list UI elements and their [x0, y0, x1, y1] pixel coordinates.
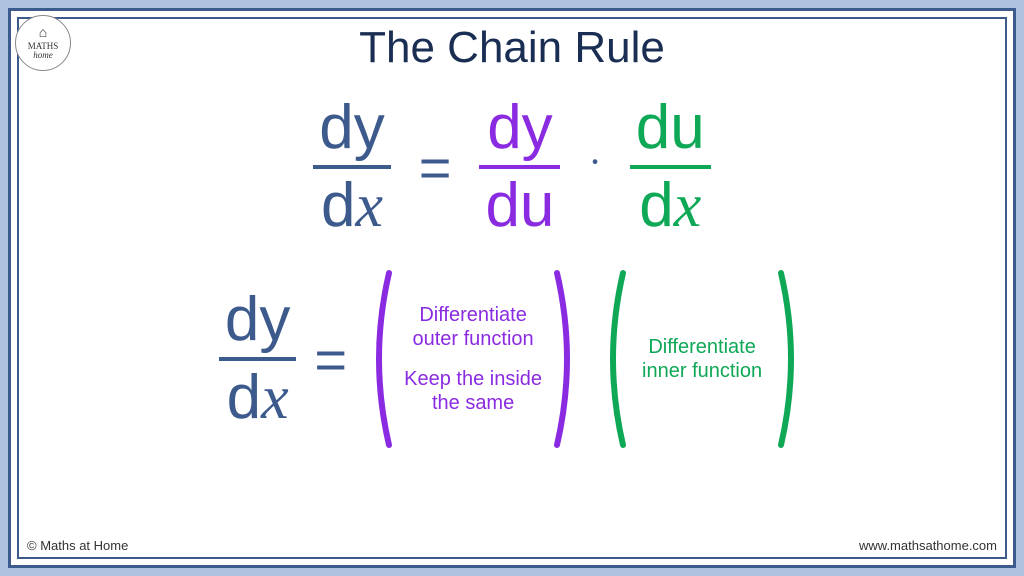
footer-url: www.mathsathome.com: [859, 538, 997, 553]
term1-fraction: dy du: [479, 95, 560, 239]
paren2-line1: Differentiate inner function: [631, 335, 773, 383]
house-icon: ⌂: [39, 27, 47, 41]
footer-copyright: © Maths at Home: [27, 538, 128, 553]
paren-right-purple-icon: [553, 269, 581, 449]
term2-num: du: [630, 95, 711, 161]
equation-1: dy dx = dy du · du dx: [313, 95, 710, 239]
equals-1: =: [419, 135, 452, 200]
term2-den: dx: [633, 173, 707, 239]
paren-group-1: Differentiate outer function Keep the in…: [365, 269, 581, 449]
paren2-text: Differentiate inner function: [627, 335, 777, 383]
lhs-bar: [313, 165, 390, 169]
inner-frame: ⌂ MATHS home The Chain Rule dy dx = dy d…: [17, 17, 1007, 559]
lhs2-num: dy: [219, 287, 296, 353]
page-title: The Chain Rule: [359, 23, 665, 73]
term1-den: du: [479, 173, 560, 239]
lhs2-den: dx: [221, 365, 295, 431]
term1-bar: [479, 165, 560, 169]
paren1-line1: Differentiate outer function: [397, 303, 549, 351]
paren-left-green-icon: [599, 269, 627, 449]
equals-2: =: [314, 327, 347, 392]
term1-num: dy: [481, 95, 558, 161]
paren-group-2: Differentiate inner function: [599, 269, 805, 449]
dot-operator: ·: [588, 162, 601, 172]
logo-badge: ⌂ MATHS home: [15, 15, 71, 71]
term2-bar: [630, 165, 711, 169]
term2-fraction: du dx: [630, 95, 711, 239]
logo-text-2: home: [33, 51, 53, 60]
equation-2: dy dx = Differentiate outer function Kee…: [219, 269, 805, 449]
paren-left-purple-icon: [365, 269, 393, 449]
lhs2-fraction: dy dx: [219, 287, 296, 431]
outer-frame: ⌂ MATHS home The Chain Rule dy dx = dy d…: [8, 8, 1016, 568]
lhs-num: dy: [313, 95, 390, 161]
lhs-den: dx: [315, 173, 389, 239]
paren1-line2: Keep the inside the same: [397, 367, 549, 415]
lhs-fraction: dy dx: [313, 95, 390, 239]
paren-right-green-icon: [777, 269, 805, 449]
lhs2-bar: [219, 357, 296, 361]
paren1-text: Differentiate outer function Keep the in…: [393, 303, 553, 415]
